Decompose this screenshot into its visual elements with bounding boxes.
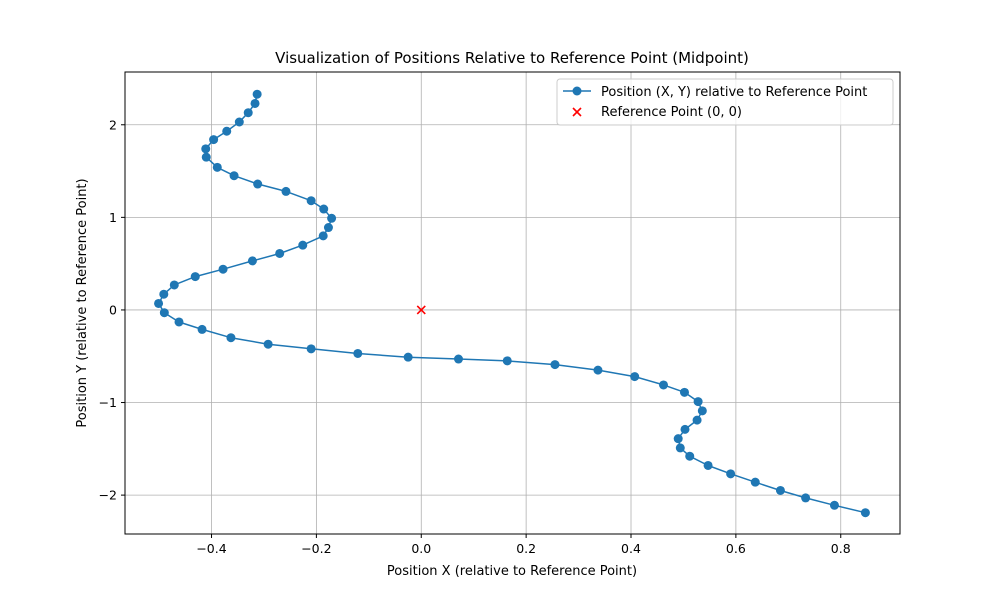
x-tick-label: 0.4 <box>621 541 641 556</box>
data-point <box>550 360 560 370</box>
data-point <box>630 372 640 382</box>
data-point <box>860 508 870 518</box>
data-point <box>250 98 260 108</box>
data-point <box>209 135 219 145</box>
data-point <box>243 108 253 118</box>
legend: Position (X, Y) relative to Reference Po… <box>556 78 894 126</box>
series-layer <box>154 89 870 518</box>
data-point <box>252 89 262 99</box>
data-point <box>234 117 244 127</box>
legend-x-swatch <box>572 107 582 117</box>
data-point <box>750 477 760 487</box>
data-point <box>275 248 285 258</box>
data-point <box>197 324 207 334</box>
x-tick-label: 0.2 <box>516 541 536 556</box>
data-point <box>212 162 222 172</box>
x-tick-label: 0.6 <box>726 541 746 556</box>
y-axis-label: Position Y (relative to Reference Point) <box>75 178 90 427</box>
data-point <box>154 298 164 308</box>
data-point <box>502 356 512 366</box>
data-point <box>703 460 713 470</box>
data-point <box>675 443 685 453</box>
data-point <box>229 171 239 181</box>
data-point <box>593 365 603 375</box>
series-1 <box>154 89 870 518</box>
y-tick-label: 1 <box>109 210 117 225</box>
data-point <box>673 434 683 444</box>
data-point <box>263 339 273 349</box>
data-point <box>201 144 211 154</box>
x-tick-label: −0.2 <box>301 541 331 556</box>
data-point <box>323 223 333 233</box>
chart-title: Visualization of Positions Relative to R… <box>275 49 749 67</box>
x-tick-label: 0.0 <box>411 541 431 556</box>
data-point <box>281 186 291 196</box>
legend-box <box>556 78 894 126</box>
x-tick-label: 0.8 <box>831 541 851 556</box>
series-2 <box>416 305 426 315</box>
data-point <box>159 289 169 299</box>
x-tick-label: −0.4 <box>196 541 226 556</box>
plot-frame <box>124 71 901 535</box>
data-point <box>247 256 257 266</box>
y-tick-label: 0 <box>109 302 117 317</box>
x-axis: −0.4 −0.2 0.0 0.2 0.4 0.6 0.8 <box>196 534 851 556</box>
data-point <box>222 126 232 136</box>
data-point <box>319 204 329 214</box>
data-point <box>253 179 263 189</box>
data-point <box>306 344 316 354</box>
data-point <box>327 213 337 223</box>
data-point <box>159 308 169 318</box>
data-point <box>679 387 689 397</box>
legend-marker-swatch <box>572 86 582 96</box>
data-point <box>697 406 707 416</box>
data-point <box>318 231 328 241</box>
data-point <box>306 196 316 206</box>
legend-label-positions: Position (X, Y) relative to Reference Po… <box>601 85 867 100</box>
data-point <box>169 280 179 290</box>
data-point <box>353 348 363 358</box>
y-axis: −2 −1 0 1 2 <box>99 117 125 503</box>
data-point <box>801 493 811 503</box>
data-point <box>190 272 200 282</box>
data-point <box>685 451 695 461</box>
y-tick-label: −1 <box>99 395 117 410</box>
y-tick-label: −2 <box>99 488 117 503</box>
y-tick-label: 2 <box>109 117 117 132</box>
data-point <box>226 333 236 343</box>
data-point <box>659 380 669 390</box>
data-point <box>726 469 736 479</box>
data-point <box>693 397 703 407</box>
data-point <box>298 240 308 250</box>
data-point <box>453 354 463 364</box>
data-point <box>201 152 211 162</box>
reference-point-marker <box>416 305 426 315</box>
x-axis-label: Position X (relative to Reference Point) <box>387 564 637 579</box>
data-point <box>692 415 702 425</box>
data-point <box>775 485 785 495</box>
data-point <box>403 352 413 362</box>
data-point <box>218 264 228 274</box>
data-point <box>680 424 690 434</box>
legend-label-reference: Reference Point (0, 0) <box>601 105 742 120</box>
data-point <box>174 317 184 327</box>
grid <box>125 72 900 534</box>
data-point <box>829 500 839 510</box>
